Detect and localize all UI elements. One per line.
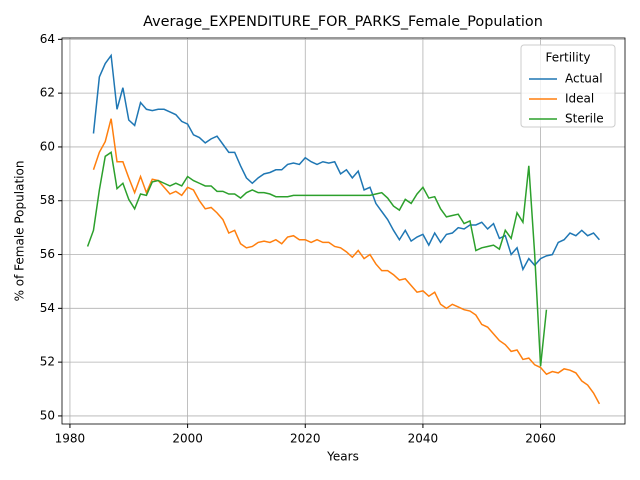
legend-title: Fertility bbox=[545, 51, 590, 65]
x-tick-label: 2060 bbox=[525, 432, 556, 446]
legend-box bbox=[520, 44, 616, 128]
y-tick-label: 50 bbox=[40, 408, 55, 422]
y-tick-label: 64 bbox=[40, 32, 55, 46]
x-tick-label: 1980 bbox=[55, 432, 86, 446]
y-tick-label: 60 bbox=[40, 139, 55, 153]
line-series bbox=[92, 118, 601, 405]
plot-frame bbox=[61, 37, 626, 425]
chart-title: Average_EXPENDITURE_FOR_PARKS_Female_Pop… bbox=[143, 14, 543, 30]
line-series bbox=[92, 53, 600, 272]
y-tick-label: 58 bbox=[40, 193, 55, 207]
legend-label: Ideal bbox=[565, 92, 594, 106]
legend-label: Sterile bbox=[565, 112, 604, 126]
y-axis-label: % of Female Population bbox=[13, 161, 27, 302]
y-tick-label: 62 bbox=[40, 86, 55, 100]
x-tick-label: 2000 bbox=[172, 432, 203, 446]
x-tick-label: 2040 bbox=[408, 432, 439, 446]
x-axis-label: Years bbox=[326, 450, 359, 464]
y-tick-label: 56 bbox=[40, 247, 55, 261]
x-tick-label: 2020 bbox=[290, 432, 321, 446]
y-tick-label: 52 bbox=[40, 355, 55, 369]
legend-label: Actual bbox=[565, 72, 603, 86]
line-series bbox=[86, 151, 548, 367]
y-tick-label: 54 bbox=[40, 301, 55, 315]
